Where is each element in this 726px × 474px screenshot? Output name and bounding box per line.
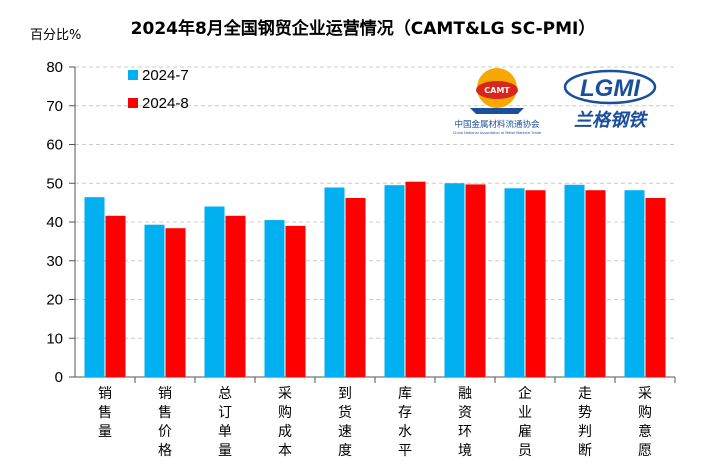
svg-text:LGMI: LGMI <box>580 75 641 102</box>
bar-2024-7-走势判断 <box>564 184 585 377</box>
x-tick-label: 到货速度 <box>338 386 352 459</box>
bar-2024-7-销售价格 <box>144 224 165 377</box>
bar-2024-8-企业雇员 <box>525 190 546 377</box>
svg-text:中国金属材料流通协会: 中国金属材料流通协会 <box>454 119 540 130</box>
y-tick-label: 0 <box>55 369 63 386</box>
y-tick-label: 40 <box>46 214 63 231</box>
bar-2024-7-企业雇员 <box>504 188 525 377</box>
y-tick-label: 60 <box>46 137 63 154</box>
bar-2024-7-库存水平 <box>384 185 405 377</box>
bar-2024-8-库存水平 <box>405 181 426 377</box>
legend-label: 2024-7 <box>142 67 189 84</box>
svg-text:China National Association of: China National Association of Metal Mate… <box>453 131 541 135</box>
chart-title: 2024年8月全国钢贸企业运营情况（CAMT&LG SC-PMI） <box>130 19 596 39</box>
x-tick-label: 走势判断 <box>578 386 592 459</box>
bar-2024-8-销售量 <box>105 215 126 377</box>
x-tick-label: 库存水平 <box>398 386 412 459</box>
x-tick-label: 融资环境 <box>458 386 472 459</box>
svg-text:CAMT: CAMT <box>484 86 510 95</box>
bar-2024-8-总订单量 <box>225 215 246 377</box>
x-tick-label: 销售价格 <box>158 386 172 459</box>
y-axis-label: 百分比% <box>30 28 82 43</box>
y-tick-label: 80 <box>46 59 63 76</box>
bar-2024-8-采购意愿 <box>645 197 666 377</box>
lgmi-logo: LGMI 兰格钢铁 <box>563 69 657 131</box>
y-tick-label: 10 <box>46 330 63 347</box>
bar-2024-8-融资环境 <box>465 184 486 377</box>
y-tick-label: 30 <box>46 253 63 270</box>
bar-2024-7-销售量 <box>84 197 105 377</box>
y-tick-label: 70 <box>46 98 63 115</box>
legend-swatch <box>128 70 138 80</box>
legend-label: 2024-8 <box>142 95 189 112</box>
bar-2024-7-总订单量 <box>204 206 225 377</box>
bar-2024-8-走势判断 <box>585 190 606 377</box>
x-tick-label: 销售量 <box>98 386 112 440</box>
bar-2024-8-销售价格 <box>165 228 186 377</box>
y-tick-label: 20 <box>46 292 63 309</box>
svg-text:兰格钢铁: 兰格钢铁 <box>574 110 649 131</box>
bar-2024-8-到货速度 <box>345 197 366 377</box>
x-tick-label: 总订单量 <box>218 386 232 459</box>
y-tick-label: 50 <box>46 175 63 192</box>
x-tick-label: 采购成本 <box>278 386 292 459</box>
bar-2024-7-融资环境 <box>444 183 465 377</box>
legend-swatch <box>128 98 138 108</box>
bar-2024-7-采购成本 <box>264 220 285 377</box>
bar-2024-7-到货速度 <box>324 187 345 377</box>
bar-2024-8-采购成本 <box>285 225 306 377</box>
x-tick-label: 企业雇员 <box>518 385 532 459</box>
bar-2024-7-采购意愿 <box>624 190 645 377</box>
x-tick-label: 采购意愿 <box>638 386 652 459</box>
